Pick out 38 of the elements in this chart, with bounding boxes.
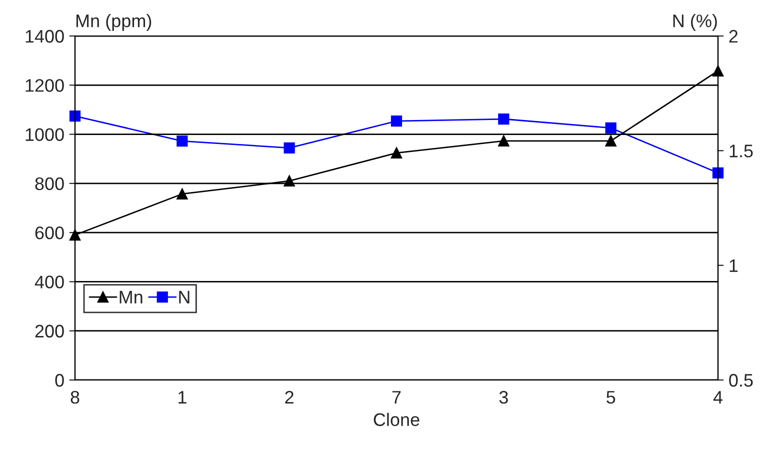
x-tick-label: 2: [285, 390, 294, 404]
point: [605, 122, 616, 134]
x-tick-label: 7: [392, 391, 401, 404]
point: [284, 142, 295, 154]
x-tick-label: 4: [713, 391, 722, 404]
y-tick-label: 600: [35, 226, 64, 240]
x-tick-label: 8: [70, 390, 80, 404]
y-axis-title: Mn (ppm): [76, 14, 152, 31]
y2-tick-label: 1.5: [730, 144, 753, 158]
y2-axis-title: N (%): [673, 14, 717, 31]
point: [498, 113, 510, 125]
point: [498, 135, 510, 146]
y-tick-label: 200: [35, 324, 64, 338]
y-tick-label: 1200: [26, 79, 64, 92]
point: [712, 167, 724, 178]
x-tick-label: 3: [499, 390, 508, 404]
y2-tick-label: 2: [729, 30, 738, 43]
y-tick-label: 1400: [26, 30, 64, 43]
y-tick-label: 400: [34, 276, 64, 288]
x-tick-label: 1: [178, 391, 186, 404]
point: [284, 175, 295, 187]
point: [605, 135, 616, 146]
point: [69, 229, 81, 241]
point: [176, 188, 188, 200]
y-tick-label: 800: [35, 177, 64, 190]
point: [712, 65, 724, 76]
y2-tick-label: 0.5: [729, 374, 753, 387]
point: [69, 110, 81, 122]
y2-tick-label: 1: [730, 259, 738, 272]
legend-label: Mn: [120, 290, 142, 304]
point: [390, 147, 402, 159]
y-tick-label: 1000: [26, 128, 64, 142]
x-axis-title: Clone: [374, 412, 420, 426]
point: [390, 116, 402, 127]
point: [176, 135, 188, 147]
x-tick-label: 5: [606, 391, 616, 404]
y-tick-label: 0: [55, 374, 64, 387]
legend-label: N: [179, 290, 190, 304]
